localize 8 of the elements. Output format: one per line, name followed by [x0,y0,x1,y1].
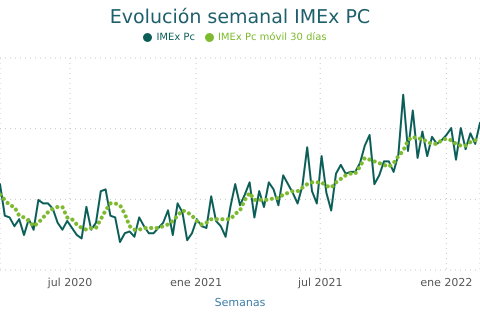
x-tick-label: jul 2020 [46,276,92,289]
x-tick-label: ene 2021 [170,276,222,289]
x-tick-label: ene 2022 [420,276,472,289]
legend-label: IMEx Pc [156,32,195,43]
x-axis-title: Semanas [214,296,266,309]
chart-title: Evolución semanal IMEx PC [108,5,372,30]
x-tick-label: jul 2021 [296,276,343,289]
legend-label: IMEx Pc móvil 30 días [218,32,327,43]
